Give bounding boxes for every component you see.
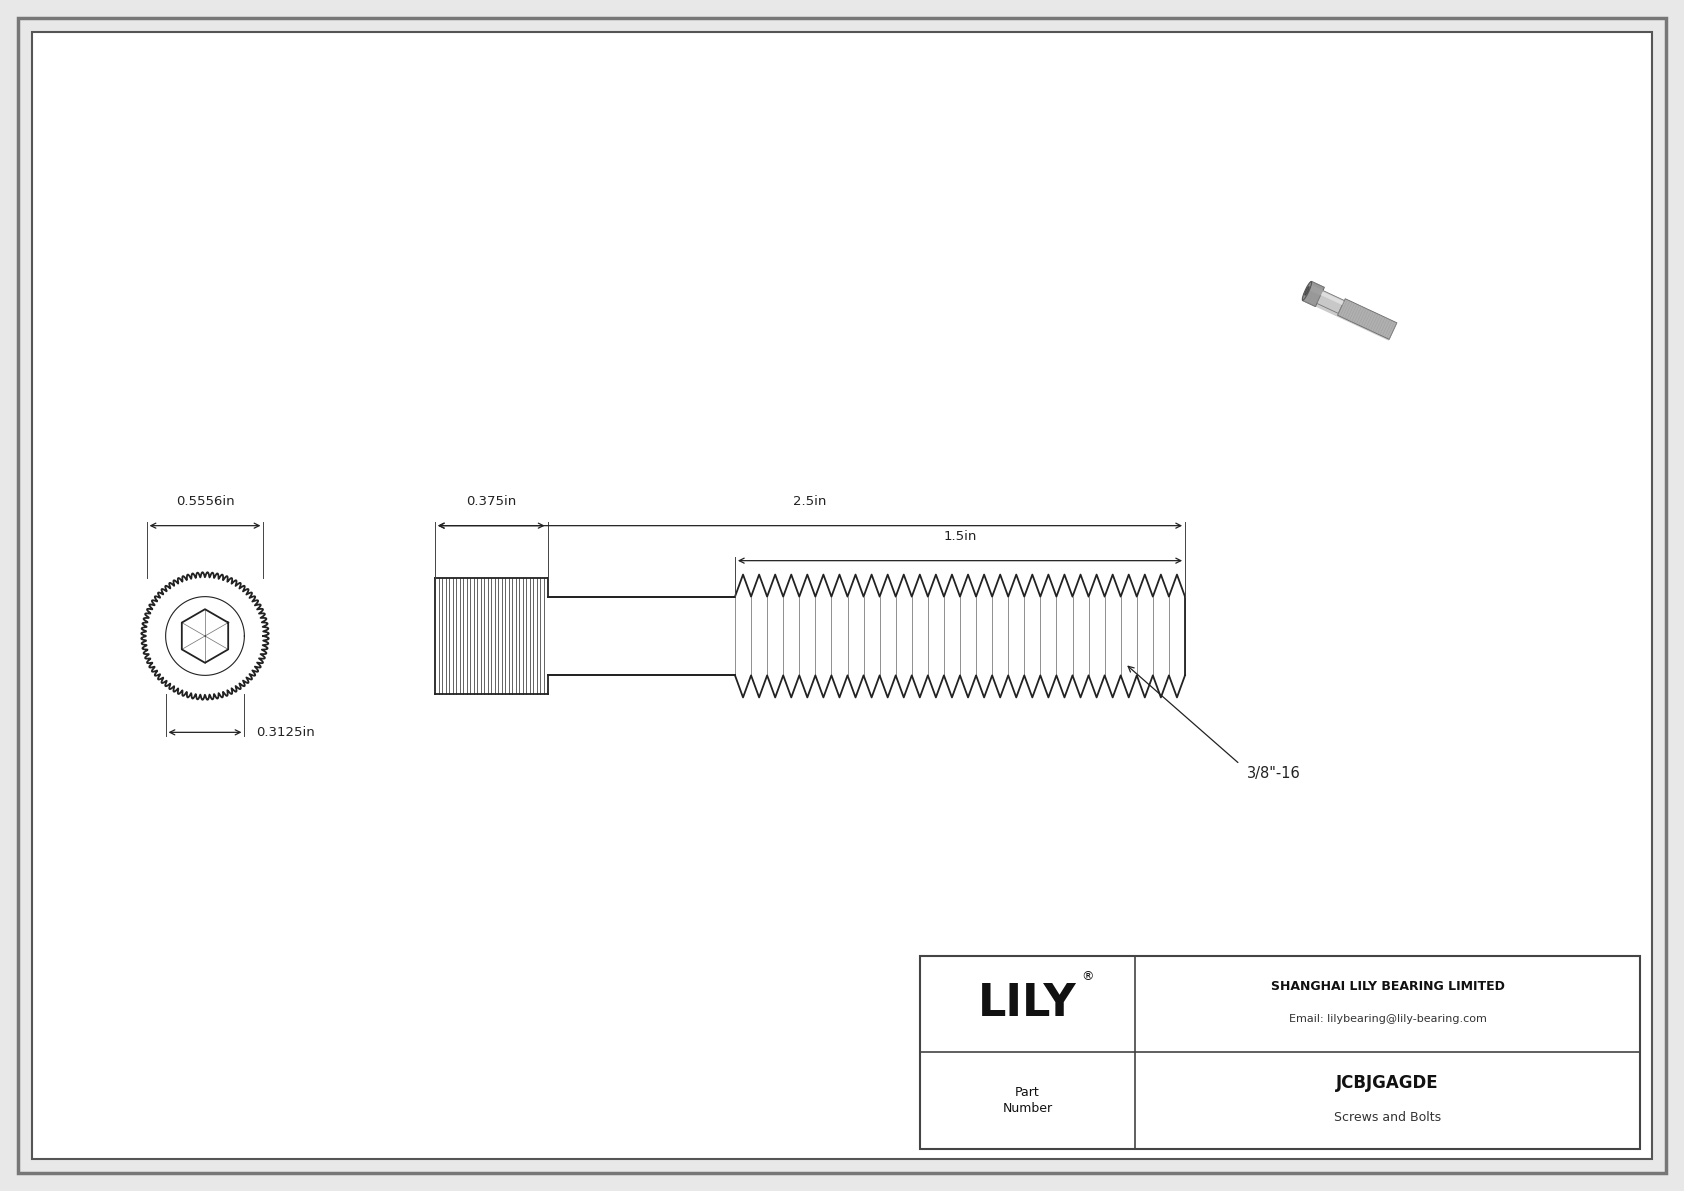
Polygon shape (1337, 299, 1398, 339)
Text: 2.5in: 2.5in (793, 494, 827, 507)
Text: 1.5in: 1.5in (943, 530, 977, 543)
Text: 0.3125in: 0.3125in (256, 725, 315, 738)
Text: Email: lilybearing@lily-bearing.com: Email: lilybearing@lily-bearing.com (1288, 1014, 1487, 1024)
Polygon shape (1317, 291, 1344, 313)
Polygon shape (1307, 285, 1324, 295)
Text: Screws and Bolts: Screws and Bolts (1334, 1111, 1442, 1124)
Polygon shape (1320, 292, 1344, 305)
Text: 0.5556in: 0.5556in (175, 494, 234, 507)
Text: LILY: LILY (978, 983, 1076, 1025)
Text: ®: ® (1081, 971, 1093, 984)
Bar (919, 956, 1640, 1149)
Ellipse shape (1302, 281, 1312, 300)
Polygon shape (1302, 297, 1391, 341)
Ellipse shape (1305, 287, 1308, 295)
Text: Part
Number: Part Number (1002, 1085, 1052, 1116)
Polygon shape (1302, 281, 1324, 306)
Text: JCBJGAGDE: JCBJGAGDE (1335, 1074, 1438, 1092)
Text: SHANGHAI LILY BEARING LIMITED: SHANGHAI LILY BEARING LIMITED (1270, 980, 1504, 993)
Text: 0.375in: 0.375in (466, 494, 517, 507)
Text: 3/8"-16: 3/8"-16 (1246, 766, 1300, 781)
